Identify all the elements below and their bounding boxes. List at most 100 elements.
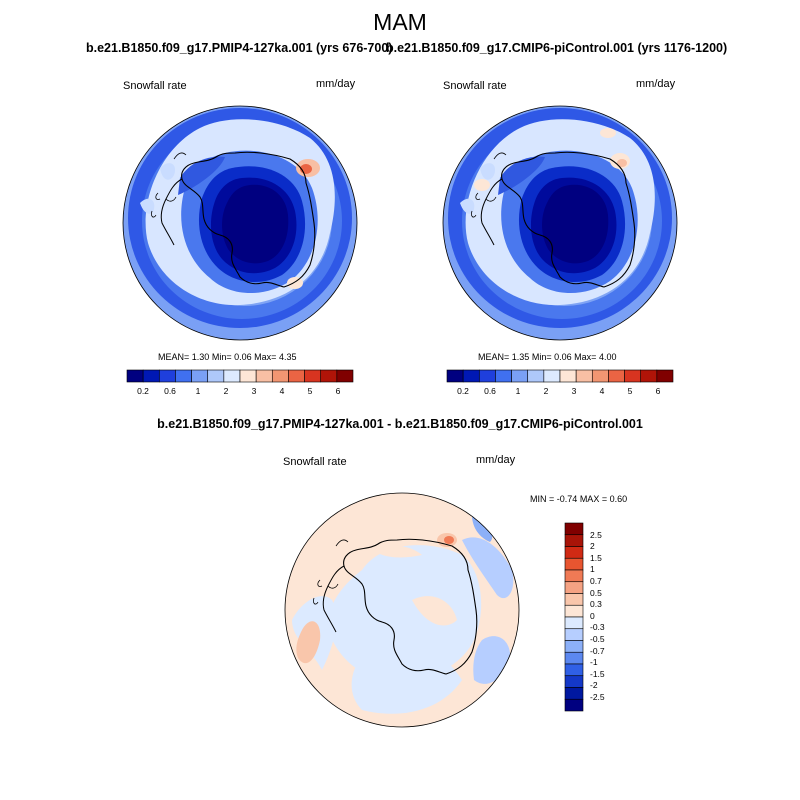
right-colorbar-tick: 3 — [571, 386, 577, 396]
difference-colorbar-cell — [564, 640, 584, 653]
difference-map — [285, 493, 519, 727]
left-colorbar-cell — [207, 369, 225, 383]
left-colorbar-tick: 5 — [307, 386, 313, 396]
right-colorbar-cell — [624, 369, 642, 383]
right-colorbar-cell — [591, 369, 609, 383]
right-max-label: Max= — [574, 352, 597, 362]
left-min-label: Min= — [211, 352, 232, 362]
left-max-value: 4.35 — [278, 352, 297, 362]
right-map-border — [442, 105, 678, 341]
left-min-value: 0.06 — [234, 352, 252, 362]
left-colorbar-cell — [191, 369, 209, 383]
difference-colorbar-tick: 0.5 — [590, 588, 602, 598]
difference-colorbar-cell — [564, 522, 584, 536]
left-panel-case-title: b.e21.B1850.f09_g17.PMIP4-127ka.001 (yrs… — [86, 41, 393, 55]
left-colorbar-cell — [239, 369, 257, 383]
right-colorbar-tick: 6 — [655, 386, 661, 396]
left-colorbar-cell — [223, 369, 241, 383]
right-colorbar-tick: 5 — [627, 386, 633, 396]
difference-max-label: MAX = — [579, 494, 608, 504]
difference-colorbar-tick: 2.5 — [590, 530, 602, 540]
figure-title: MAM — [373, 9, 427, 35]
difference-colorbar-cell — [564, 546, 584, 559]
left-colorbar-tick: 6 — [335, 386, 341, 396]
difference-max-value: 0.60 — [609, 494, 628, 504]
right-colorbar-tick: 2 — [543, 386, 549, 396]
left-map — [123, 106, 357, 340]
right-colorbar-tick: 0.2 — [457, 386, 469, 396]
right-colorbar-cell — [511, 369, 529, 383]
difference-colorbar-cell — [564, 628, 584, 641]
left-colorbar-cell — [175, 369, 192, 383]
difference-colorbar-tick: 1.5 — [590, 553, 602, 563]
difference-colorbar-cell — [564, 698, 584, 712]
right-colorbar-cell — [656, 369, 674, 383]
difference-variable-label: Snowfall rate — [283, 456, 347, 468]
difference-colorbar-tick: -0.7 — [590, 646, 605, 656]
difference-colorbar-cell — [564, 675, 584, 688]
difference-colorbar-tick: -2.5 — [590, 692, 605, 702]
left-colorbar-tick: 1 — [195, 386, 201, 396]
left-colorbar-cell — [304, 369, 322, 383]
right-stats: MEAN= 1.35 Min= 0.06 Max= 4.00 — [478, 352, 616, 362]
right-panel-case-title: b.e21.B1850.f09_g17.CMIP6-piControl.001 … — [386, 41, 728, 55]
difference-colorbar-tick: 0 — [590, 611, 595, 621]
left-colorbar-cell — [288, 369, 305, 383]
left-colorbar-tick: 0.6 — [164, 386, 176, 396]
right-colorbar-cell — [495, 369, 512, 383]
right-colorbar-cell — [640, 369, 658, 383]
left-colorbar-cell — [320, 369, 338, 383]
left-colorbar-tick: 3 — [251, 386, 257, 396]
difference-colorbar-cell — [564, 663, 584, 677]
difference-stats: MIN = -0.74 MAX = 0.60 — [530, 494, 627, 504]
difference-colorbar-cell — [564, 569, 584, 583]
left-mean-value: 1.30 — [191, 352, 210, 362]
difference-colorbar-cell — [564, 687, 584, 700]
difference-colorbar-cell — [564, 651, 584, 665]
left-colorbar-cell — [142, 369, 160, 383]
difference-colorbar-tick: -0.5 — [590, 634, 605, 644]
right-colorbar-cell — [446, 369, 464, 383]
right-panel-variable-label: Snowfall rate — [443, 80, 507, 92]
difference-map-border — [284, 492, 520, 728]
right-mean-label: MEAN= — [478, 352, 510, 362]
difference-min-value: -0.74 — [556, 494, 578, 504]
left-colorbar-cell — [158, 369, 176, 383]
right-colorbar-cell — [559, 369, 577, 383]
right-colorbar-tick: 0.6 — [484, 386, 496, 396]
left-colorbar — [126, 369, 354, 383]
left-colorbar-tick: 0.2 — [137, 386, 149, 396]
left-panel-units-label: mm/day — [316, 78, 356, 90]
right-colorbar-cell — [575, 369, 593, 383]
right-max-value: 4.00 — [598, 352, 617, 362]
difference-colorbar-cell — [564, 593, 584, 606]
left-colorbar-cell — [271, 369, 289, 383]
left-stats: MEAN= 1.30 Min= 0.06 Max= 4.35 — [158, 352, 296, 362]
right-colorbar-tick: 4 — [599, 386, 605, 396]
difference-colorbar-cell — [564, 604, 584, 618]
right-colorbar-cell — [543, 369, 561, 383]
difference-title: b.e21.B1850.f09_g17.PMIP4-127ka.001 - b.… — [157, 417, 643, 431]
left-colorbar-cell — [126, 369, 144, 383]
difference-colorbar — [564, 522, 584, 712]
right-map — [443, 106, 677, 340]
right-colorbar-cell — [478, 369, 496, 383]
right-colorbar-cell — [608, 369, 625, 383]
difference-colorbar-tick: -2 — [590, 680, 598, 690]
left-panel-variable-label: Snowfall rate — [123, 80, 187, 92]
right-min-label: Min= — [531, 352, 552, 362]
difference-colorbar-tick: 0.3 — [590, 599, 602, 609]
right-colorbar-cell — [527, 369, 545, 383]
left-colorbar-cell — [336, 369, 354, 383]
right-min-value: 0.06 — [554, 352, 572, 362]
right-colorbar — [446, 369, 674, 383]
right-panel-units-label: mm/day — [636, 78, 676, 90]
difference-colorbar-tick: -0.3 — [590, 622, 605, 632]
left-mean-label: MEAN= — [158, 352, 190, 362]
difference-colorbar-tick: -1 — [590, 657, 598, 667]
difference-colorbar-tick: 2 — [590, 541, 595, 551]
difference-units-label: mm/day — [476, 454, 516, 466]
left-colorbar-tick: 2 — [223, 386, 229, 396]
left-max-label: Max= — [254, 352, 277, 362]
